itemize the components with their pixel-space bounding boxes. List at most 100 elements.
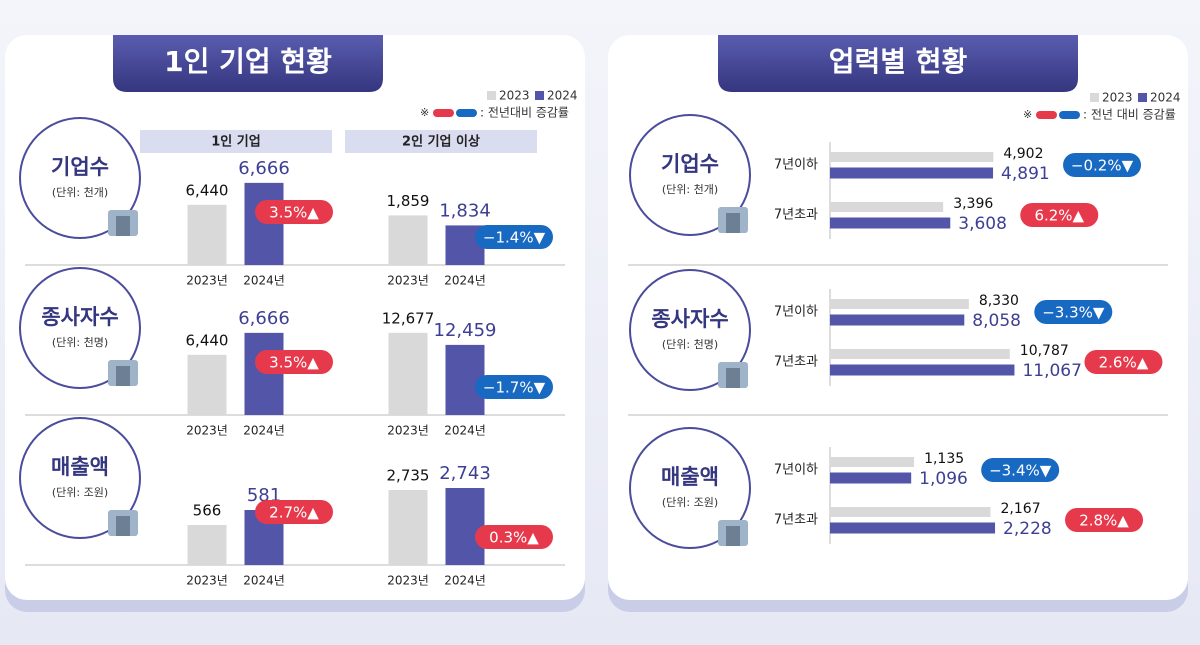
change-label: −3.4%▼ [989, 462, 1052, 480]
x-tick-label: 2024년 [444, 274, 486, 288]
change-label: −1.4%▼ [483, 229, 546, 247]
icon [726, 526, 740, 546]
note-swatch [433, 109, 454, 117]
value-label: 3,608 [958, 214, 1007, 234]
change-pill [475, 525, 553, 549]
change-pill [475, 225, 553, 249]
note-text: : 전년대비 증감률 [480, 106, 569, 120]
row-unit: (단위: 천개) [52, 185, 108, 199]
legend-label: 2024 [1150, 91, 1181, 105]
value-label: 2,228 [1003, 519, 1052, 539]
value-label: 11,067 [1022, 361, 1081, 381]
row-circle [629, 269, 751, 391]
bar [830, 507, 991, 517]
change-pill [1063, 153, 1142, 177]
row-unit: (단위: 천명) [52, 335, 108, 349]
value-label: 1,135 [924, 451, 964, 467]
value-label: 12,677 [382, 309, 435, 327]
bar [388, 215, 428, 265]
value-label: 6,440 [186, 181, 229, 199]
change-pill [1020, 203, 1099, 227]
change-pill [255, 200, 333, 224]
x-tick-label: 2024년 [243, 574, 285, 588]
note-text: : 전년 대비 증감률 [1083, 108, 1176, 122]
value-label: 2,743 [439, 463, 491, 484]
column-header-label: 2인 기업 이상 [402, 134, 480, 150]
bar [388, 332, 428, 415]
icon [726, 213, 740, 233]
value-label: 6,666 [238, 308, 290, 329]
title-tab [718, 35, 1078, 92]
note-mark: ※ [1023, 108, 1032, 121]
icon [116, 516, 130, 536]
row-circle [19, 117, 141, 239]
icon [116, 366, 130, 386]
row-label: 종사자수 [651, 307, 728, 331]
value-label: 8,058 [972, 311, 1021, 331]
value-label: 4,902 [1003, 146, 1043, 162]
change-label: 3.5%▲ [269, 204, 319, 222]
value-label: 566 [193, 502, 222, 520]
bar [830, 349, 1010, 359]
note-swatch [1059, 111, 1080, 119]
x-tick-label: 2023년 [387, 424, 429, 438]
legend-swatch [1090, 93, 1099, 102]
x-tick-label: 2023년 [186, 574, 228, 588]
bar [187, 354, 227, 415]
note-mark: ※ [420, 106, 429, 119]
legend-swatch [487, 91, 496, 100]
value-label: 6,666 [238, 158, 290, 179]
bar [830, 314, 965, 326]
row-circle [19, 267, 141, 389]
change-label: 6.2%▲ [1034, 207, 1084, 225]
value-label: 4,891 [1001, 164, 1050, 184]
change-label: −0.2%▼ [1071, 157, 1134, 175]
bar [830, 364, 1015, 376]
row-label: 종사자수 [41, 305, 118, 329]
bar [830, 217, 951, 229]
legend-swatch [1138, 93, 1147, 102]
note-swatch [1036, 111, 1057, 119]
value-label: 1,859 [387, 192, 430, 210]
x-tick-label: 2023년 [387, 274, 429, 288]
row-unit: (단위: 천개) [662, 182, 718, 196]
change-label: 2.7%▲ [269, 504, 319, 522]
x-tick-label: 2024년 [444, 424, 486, 438]
value-label: 3,396 [953, 196, 993, 212]
bar [830, 472, 912, 484]
row-circle [629, 427, 751, 549]
x-tick-label: 2024년 [243, 424, 285, 438]
column-header-label: 1인 기업 [211, 134, 260, 150]
x-tick-label: 2023년 [186, 424, 228, 438]
category-label: 7년이하 [774, 463, 818, 478]
bar [830, 152, 994, 162]
title-tab [113, 35, 383, 92]
value-label: 2,167 [1001, 501, 1041, 517]
legend-label: 2023 [1102, 91, 1133, 105]
value-label: 12,459 [434, 320, 497, 341]
icon [726, 368, 740, 388]
row-label: 매출액 [661, 465, 719, 489]
change-pill [255, 350, 333, 374]
bar [830, 299, 969, 309]
change-pill [475, 375, 553, 399]
value-label: 1,096 [919, 469, 968, 489]
row-label: 기업수 [661, 152, 719, 176]
bar [830, 202, 944, 212]
row-unit: (단위: 조원) [52, 486, 108, 499]
bar [388, 490, 428, 565]
x-tick-label: 2023년 [387, 574, 429, 588]
panel-1-card: 1인 기업 현황 [5, 35, 585, 612]
category-label: 7년초과 [774, 513, 818, 528]
change-pill [1034, 300, 1113, 324]
row-label: 기업수 [51, 155, 109, 179]
change-label: 3.5%▲ [269, 354, 319, 372]
value-label: 8,330 [979, 293, 1019, 309]
change-pill [1065, 508, 1144, 532]
category-label: 7년이하 [774, 158, 818, 173]
legend-label: 2023 [499, 89, 530, 103]
bar [445, 488, 485, 565]
row-circle [629, 114, 751, 236]
